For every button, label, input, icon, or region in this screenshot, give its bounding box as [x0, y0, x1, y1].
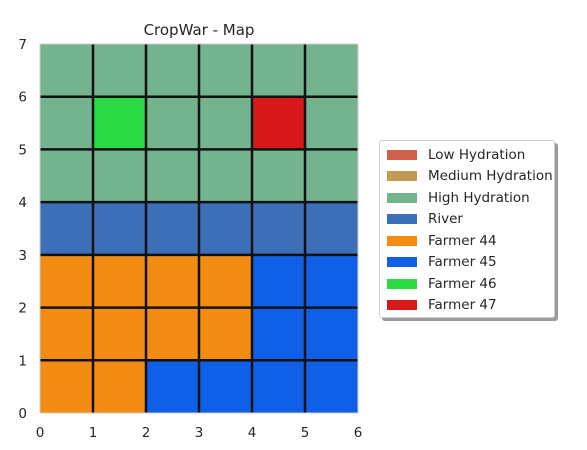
- map-cell-high-hydration: [305, 96, 358, 150]
- map-cell-high-hydration: [40, 149, 93, 203]
- map-cell-farmer-44: [93, 254, 146, 308]
- y-axis-ticks: 0 1 2 3 4 5 6 7: [18, 37, 27, 422]
- map-cell-high-hydration: [146, 149, 199, 203]
- legend-swatch: [387, 214, 417, 225]
- map-cell-farmer-45: [252, 307, 305, 361]
- chart-title: CropWar - Map: [144, 21, 255, 39]
- map-cell-farmer-44: [40, 254, 93, 308]
- map-cell-high-hydration: [199, 96, 252, 150]
- map-cell-farmer-45: [199, 360, 252, 413]
- legend-item-medium-hydration: Medium Hydration: [380, 166, 554, 188]
- map-cell-high-hydration: [146, 96, 199, 150]
- map-cell-farmer-45: [146, 360, 199, 413]
- x-tick-label: 3: [195, 425, 204, 441]
- y-tick-label: 3: [18, 248, 27, 264]
- map-cell-farmer-44: [146, 307, 199, 361]
- legend-swatch: [387, 171, 417, 182]
- map-cell-high-hydration: [199, 44, 252, 97]
- plot-frame: [39, 43, 359, 414]
- map-cell-high-hydration: [146, 44, 199, 97]
- y-tick-label: 5: [18, 142, 27, 158]
- legend-item-river: River: [380, 209, 554, 231]
- legend-label: Farmer 46: [428, 275, 497, 292]
- map-cell-river: [146, 202, 199, 255]
- map-cell-farmer-44: [199, 307, 252, 361]
- legend-item-farmer-44: Farmer 44: [380, 230, 554, 252]
- legend-label: Medium Hydration: [428, 168, 553, 185]
- legend: Low Hydration Medium Hydration High Hydrat…: [379, 140, 555, 318]
- legend-label: Farmer 47: [428, 297, 497, 314]
- map-cell-farmer-44: [199, 254, 252, 308]
- legend-swatch: [387, 257, 417, 268]
- map-cell-farmer-45: [252, 254, 305, 308]
- y-tick-label: 2: [18, 301, 27, 317]
- map-cell-high-hydration: [40, 96, 93, 150]
- map-cell-farmer-45: [305, 360, 358, 413]
- y-tick-label: 4: [18, 195, 27, 211]
- legend-item-farmer-45: Farmer 45: [380, 252, 554, 274]
- map-cell-high-hydration: [252, 149, 305, 203]
- legend-item-farmer-46: Farmer 46: [380, 273, 554, 295]
- map-cell-river: [40, 202, 93, 255]
- map-cell-river: [305, 202, 358, 255]
- map-cell-farmer-46: [93, 96, 146, 150]
- legend-label: High Hydration: [428, 189, 530, 206]
- map-cell-farmer-44: [93, 360, 146, 413]
- map-cell-high-hydration: [199, 149, 252, 203]
- map-cell-river: [252, 202, 305, 255]
- map-cell-farmer-44: [40, 307, 93, 361]
- map-cell-farmer-44: [40, 360, 93, 413]
- y-tick-label: 6: [18, 90, 27, 106]
- map-cell-high-hydration: [252, 44, 305, 97]
- x-axis-ticks: 0 1 2 3 4 5 6: [36, 425, 363, 441]
- map-cell-high-hydration: [93, 149, 146, 203]
- legend-swatch: [387, 300, 417, 311]
- legend-swatch: [387, 278, 417, 289]
- legend-label: River: [428, 211, 463, 228]
- map-cell-high-hydration: [93, 44, 146, 97]
- map-cell-high-hydration: [40, 44, 93, 97]
- map-cell-river: [93, 202, 146, 255]
- map-cell-farmer-44: [146, 254, 199, 308]
- x-tick-label: 2: [142, 425, 151, 441]
- map-cell-farmer-45: [252, 360, 305, 413]
- legend-item-high-hydration: High Hydration: [380, 187, 554, 209]
- y-tick-label: 0: [18, 406, 27, 422]
- map-cell-high-hydration: [305, 149, 358, 203]
- legend-label: Farmer 45: [428, 254, 497, 271]
- map-cells: [40, 44, 358, 413]
- map-cell-river: [199, 202, 252, 255]
- y-tick-label: 1: [18, 353, 27, 369]
- x-tick-label: 1: [89, 425, 98, 441]
- map-cell-farmer-44: [93, 307, 146, 361]
- y-tick-label: 7: [18, 37, 27, 53]
- map-cell-farmer-45: [305, 307, 358, 361]
- legend-label: Farmer 44: [428, 232, 497, 249]
- legend-swatch: [387, 235, 417, 246]
- x-tick-label: 6: [354, 425, 363, 441]
- legend-item-low-hydration: Low Hydration: [380, 144, 554, 166]
- legend-swatch: [387, 149, 417, 160]
- x-tick-label: 4: [248, 425, 257, 441]
- legend-label: Low Hydration: [428, 146, 526, 163]
- legend-item-farmer-47: Farmer 47: [380, 295, 554, 317]
- map-cell-high-hydration: [305, 44, 358, 97]
- x-tick-label: 0: [36, 425, 45, 441]
- map-cell-farmer-45: [305, 254, 358, 308]
- map-cell-farmer-47: [252, 96, 305, 150]
- legend-swatch: [387, 192, 417, 203]
- x-tick-label: 5: [301, 425, 310, 441]
